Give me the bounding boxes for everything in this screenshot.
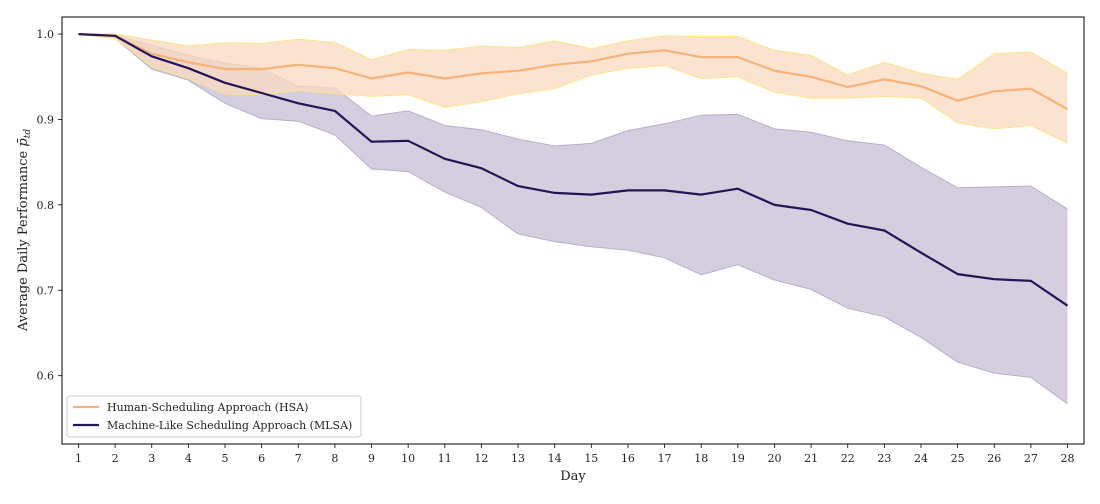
y-axis-ticks: 0.6 0.7 0.8 0.9 1.0	[37, 28, 62, 383]
band-lower-edge-mlsa	[78, 33, 1068, 405]
x-tick-label: 12	[474, 452, 488, 465]
x-tick-label: 6	[258, 452, 265, 465]
x-tick-label: 5	[222, 452, 229, 465]
y-tick-label: 0.8	[37, 199, 55, 212]
x-tick-label: 25	[951, 452, 965, 465]
x-tick-label: 15	[584, 452, 598, 465]
x-tick-label: 21	[804, 452, 818, 465]
confidence-bands	[78, 33, 1068, 405]
x-axis-ticks: 1 2 3 4 5 6 7 8 9 10 11 12 13 14 15 16 17 18 19 20 21 22 23 24 2…	[75, 444, 1075, 465]
x-tick-label: 1	[75, 452, 82, 465]
plot-frame	[61, 16, 1085, 445]
series-line-hsa	[78, 33, 1069, 111]
x-tick-label: 19	[731, 452, 745, 465]
x-tick-label: 14	[548, 452, 562, 465]
y-tick-label: 0.6	[37, 370, 55, 383]
x-tick-label: 28	[1061, 452, 1075, 465]
x-tick-label: 20	[767, 452, 781, 465]
x-tick-label: 24	[914, 452, 928, 465]
legend: Human-Scheduling Approach (HSA) Machine-…	[66, 395, 362, 438]
series-lines	[78, 33, 1069, 307]
x-tick-label: 27	[1024, 452, 1038, 465]
x-tick-label: 8	[331, 452, 338, 465]
band-hsa	[78, 34, 1068, 144]
x-tick-label: 17	[658, 452, 672, 465]
x-tick-label: 11	[438, 452, 452, 465]
y-tick-label: 1.0	[37, 28, 55, 41]
x-tick-label: 16	[621, 452, 635, 465]
y-axis-label: Average Daily Performance p̄td	[16, 129, 33, 332]
x-tick-label: 2	[112, 452, 119, 465]
x-tick-label: 26	[987, 452, 1001, 465]
x-tick-label: 4	[185, 452, 192, 465]
y-tick-label: 0.9	[37, 113, 55, 126]
legend-label-hsa: Human-Scheduling Approach (HSA)	[107, 401, 308, 414]
y-tick-label: 0.7	[37, 284, 55, 297]
legend-box	[66, 395, 362, 438]
x-axis-label: Day	[560, 469, 586, 484]
x-tick-label: 7	[295, 452, 302, 465]
band-upper-edge-hsa	[78, 33, 1068, 80]
x-tick-label: 22	[841, 452, 855, 465]
series-line-mlsa	[78, 33, 1069, 307]
x-tick-label: 13	[511, 452, 525, 465]
x-tick-label: 23	[877, 452, 891, 465]
x-tick-label: 18	[694, 452, 708, 465]
x-tick-label: 3	[148, 452, 155, 465]
band-lower-edge-hsa	[78, 33, 1068, 144]
x-tick-label: 10	[401, 452, 415, 465]
legend-label-mlsa: Machine-Like Scheduling Approach (MLSA)	[107, 419, 352, 432]
x-tick-label: 9	[368, 452, 375, 465]
band-mlsa	[78, 34, 1068, 404]
